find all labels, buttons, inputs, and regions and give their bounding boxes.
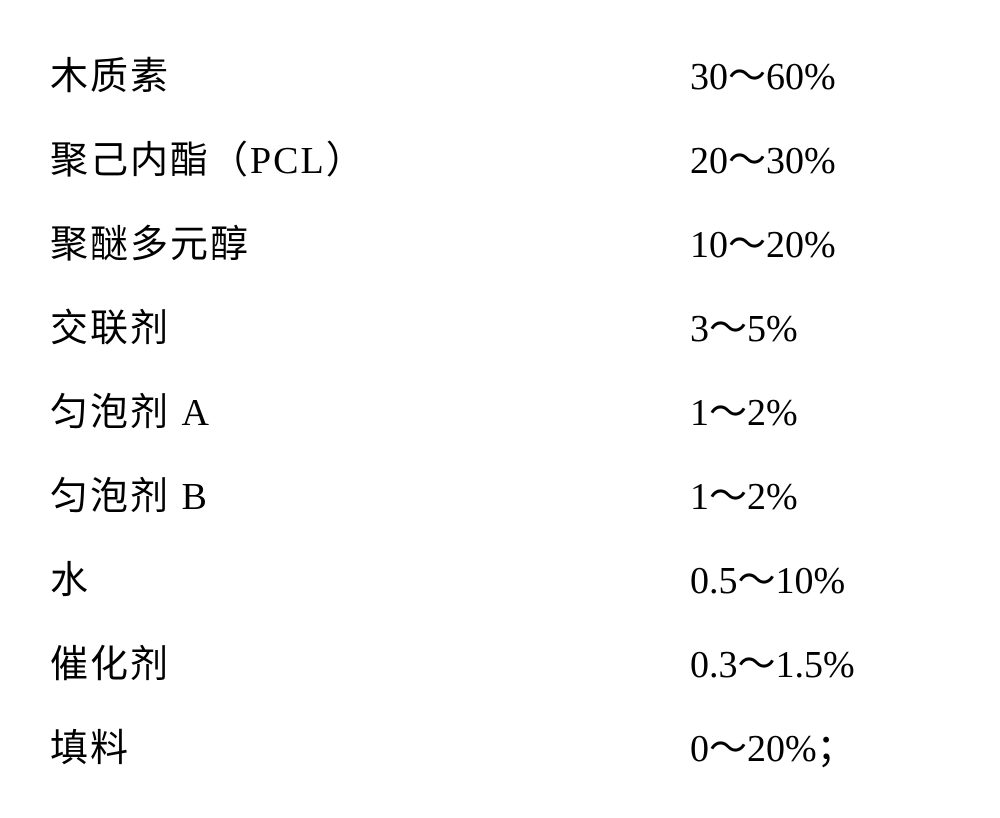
component-value: 3～5%	[670, 297, 950, 352]
table-row: 催化剂 0.3～1.5%	[50, 618, 950, 702]
component-value: 0～20%；	[670, 717, 950, 772]
table-row: 聚醚多元醇 10～20%	[50, 198, 950, 282]
component-value: 0.3～1.5%	[670, 633, 950, 688]
component-label: 交联剂	[50, 297, 170, 352]
component-value: 0.5～10%	[670, 549, 950, 604]
composition-table: 木质素 30～60% 聚己内酯（PCL） 20～30% 聚醚多元醇 10～20%…	[50, 30, 950, 786]
component-label: 水	[50, 549, 90, 604]
component-label: 填料	[50, 717, 130, 772]
component-value: 1～2%	[670, 381, 950, 436]
table-row: 匀泡剂 B 1～2%	[50, 450, 950, 534]
table-row: 水 0.5～10%	[50, 534, 950, 618]
table-row: 填料 0～20%；	[50, 702, 950, 786]
component-label: 聚己内酯（PCL）	[50, 129, 366, 184]
table-row: 木质素 30～60%	[50, 30, 950, 114]
component-label: 匀泡剂 B	[50, 465, 209, 520]
table-row: 聚己内酯（PCL） 20～30%	[50, 114, 950, 198]
component-value: 10～20%	[670, 213, 950, 268]
component-label: 木质素	[50, 45, 170, 100]
component-value: 1～2%	[670, 465, 950, 520]
table-row: 交联剂 3～5%	[50, 282, 950, 366]
component-value: 30～60%	[670, 45, 950, 100]
component-value: 20～30%	[670, 129, 950, 184]
component-label: 聚醚多元醇	[50, 213, 250, 268]
table-row: 匀泡剂 A 1～2%	[50, 366, 950, 450]
component-label: 匀泡剂 A	[50, 381, 211, 436]
component-label: 催化剂	[50, 633, 170, 688]
